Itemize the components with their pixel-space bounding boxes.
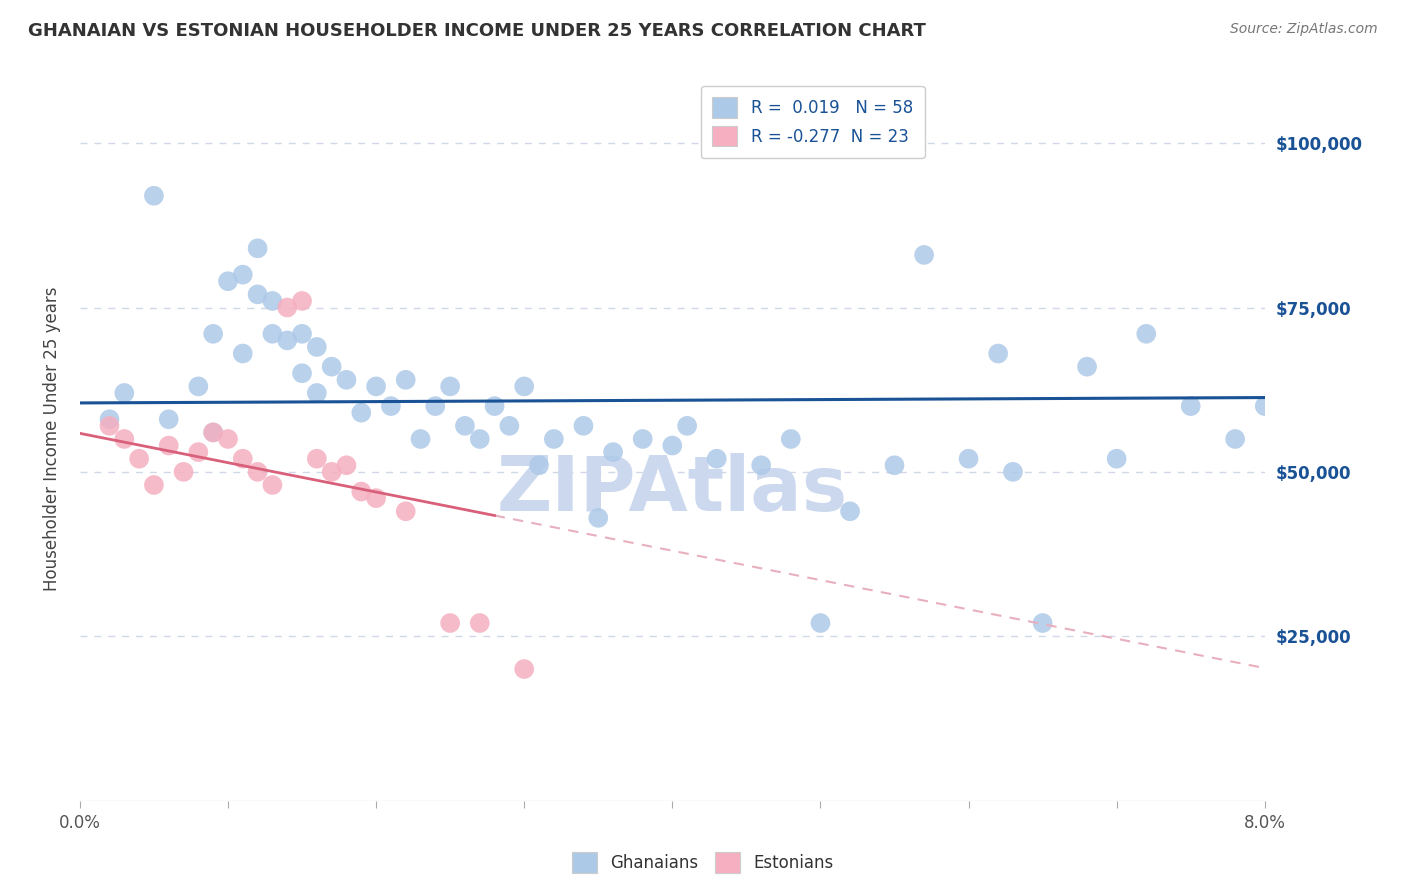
Point [321,359,343,374]
Point [380,399,402,413]
Point [395,373,418,387]
Point [173,465,195,479]
Point [335,373,357,387]
Point [305,386,328,401]
Text: GHANAIAN VS ESTONIAN HOUSEHOLDER INCOME UNDER 25 YEARS CORRELATION CHART: GHANAIAN VS ESTONIAN HOUSEHOLDER INCOME … [28,22,927,40]
Point [706,451,728,466]
Point [232,451,254,466]
Point [321,465,343,479]
Point [1135,326,1157,341]
Point [187,445,209,459]
Point [661,438,683,452]
Point [588,511,610,525]
Text: ZIPAtlas: ZIPAtlas [496,452,848,526]
Point [262,478,284,492]
Point [157,412,180,426]
Point [232,268,254,282]
Point [912,248,935,262]
Point [498,418,520,433]
Point [513,662,536,676]
Point [409,432,432,446]
Point [527,458,550,473]
Legend: R =  0.019   N = 58, R = -0.277  N = 23: R = 0.019 N = 58, R = -0.277 N = 23 [700,86,925,158]
Point [364,491,387,505]
Point [276,334,298,348]
Point [246,241,269,255]
Point [602,445,624,459]
Point [276,301,298,315]
Point [395,504,418,518]
Y-axis label: Householder Income Under 25 years: Householder Income Under 25 years [44,286,60,591]
Legend: Ghanaians, Estonians: Ghanaians, Estonians [565,846,841,880]
Point [676,418,699,433]
Point [112,386,135,401]
Point [1180,399,1202,413]
Point [246,465,269,479]
Point [187,379,209,393]
Point [217,274,239,288]
Point [749,458,772,473]
Point [439,615,461,630]
Point [454,418,477,433]
Point [543,432,565,446]
Point [425,399,447,413]
Point [1032,615,1054,630]
Point [142,188,165,202]
Point [202,326,225,341]
Point [262,293,284,308]
Point [468,615,491,630]
Point [305,340,328,354]
Point [1076,359,1098,374]
Point [291,293,314,308]
Text: Source: ZipAtlas.com: Source: ZipAtlas.com [1230,22,1378,37]
Point [364,379,387,393]
Point [839,504,862,518]
Point [883,458,905,473]
Point [98,412,121,426]
Point [157,438,180,452]
Point [987,346,1010,360]
Point [1223,432,1246,446]
Point [305,451,328,466]
Point [112,432,135,446]
Point [262,326,284,341]
Point [572,418,595,433]
Point [217,432,239,446]
Point [232,346,254,360]
Point [1001,465,1024,479]
Point [631,432,654,446]
Point [202,425,225,440]
Point [468,432,491,446]
Point [335,458,357,473]
Point [98,418,121,433]
Point [291,366,314,380]
Point [779,432,801,446]
Point [350,406,373,420]
Point [439,379,461,393]
Point [1105,451,1128,466]
Point [246,287,269,301]
Point [810,615,832,630]
Point [513,379,536,393]
Point [142,478,165,492]
Point [202,425,225,440]
Point [350,484,373,499]
Point [1254,399,1277,413]
Point [957,451,980,466]
Point [291,326,314,341]
Point [128,451,150,466]
Point [484,399,506,413]
